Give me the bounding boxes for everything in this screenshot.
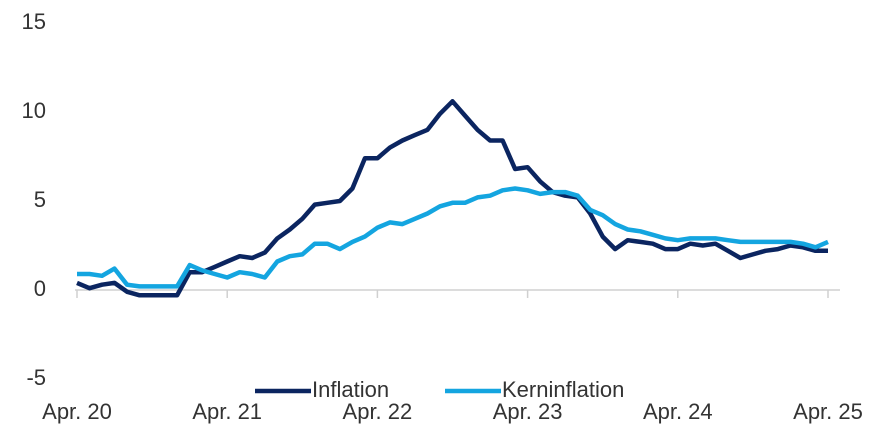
y-tick-label: 0 <box>34 276 46 301</box>
x-tick-label: Apr. 20 <box>42 399 112 424</box>
x-tick-label: Apr. 25 <box>793 399 863 424</box>
y-tick-label: -5 <box>26 365 46 390</box>
legend-label: Kerninflation <box>502 377 624 402</box>
y-tick-label: 5 <box>34 187 46 212</box>
legend-label: Inflation <box>312 377 389 402</box>
line-series <box>77 186 829 289</box>
x-tick-label: Apr. 24 <box>643 399 713 424</box>
x-tick-label: Apr. 23 <box>493 399 563 424</box>
x-tick-label: Apr. 22 <box>343 399 413 424</box>
y-tick-label: 10 <box>22 98 46 123</box>
x-tick-label: Apr. 21 <box>192 399 262 424</box>
y-tick-label: 15 <box>22 9 46 34</box>
